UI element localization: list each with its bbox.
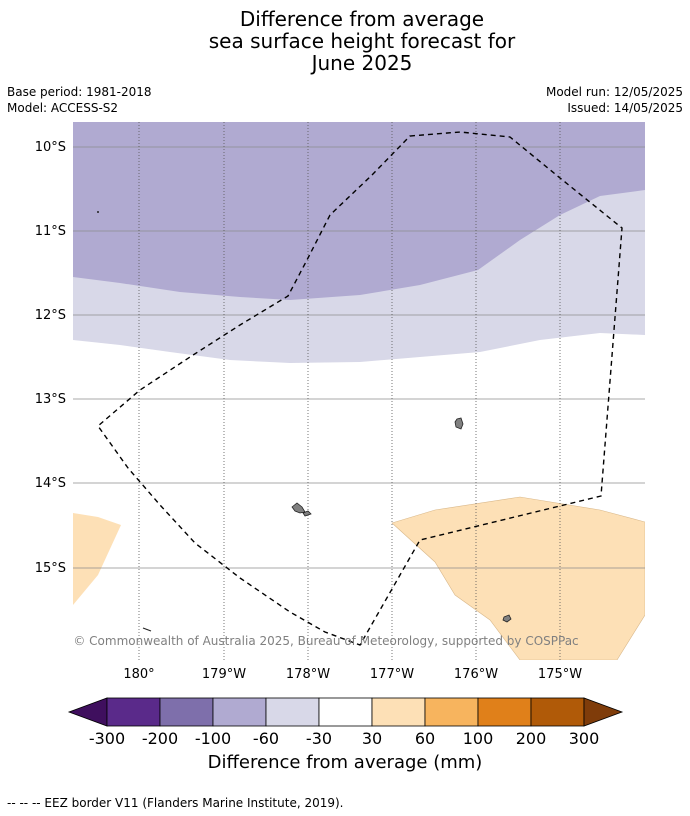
base-period: Base period: 1981-2018 <box>7 85 152 99</box>
colorbar-label: -100 <box>195 729 231 748</box>
colorbar-bin <box>424 697 479 727</box>
lon-axis-labels: 180° 179°W 178°W 177°W 176°W 175°W <box>123 667 582 682</box>
lat-label: 11°S <box>35 224 66 239</box>
island-wallis <box>454 417 464 430</box>
colorbar-bin <box>477 697 532 727</box>
issued-date: Issued: 14/05/2025 <box>567 101 683 115</box>
meta-right: Model run: 12/05/2025 Issued: 14/05/2025 <box>546 84 683 116</box>
colorbar-extend-high <box>583 697 624 727</box>
lon-label: 177°W <box>370 667 414 682</box>
chart-title: Difference from average sea surface heig… <box>0 8 690 74</box>
colorbar-bin <box>212 697 267 727</box>
gridlines <box>73 122 645 660</box>
colorbar-extend-low <box>67 697 108 727</box>
lat-label: 14°S <box>35 476 66 491</box>
lat-axis-labels: 10°S 11°S 12°S 13°S 14°S 15°S <box>35 140 66 576</box>
lat-label: 10°S <box>35 140 66 155</box>
colorbar-label: 300 <box>569 729 600 748</box>
meta-left: Base period: 1981-2018 Model: ACCESS-S2 <box>7 84 152 116</box>
model-run: Model run: 12/05/2025 <box>545 85 683 99</box>
eez-border <box>97 131 623 646</box>
model-name: Model: ACCESS-S2 <box>7 101 119 115</box>
island-east <box>502 614 512 623</box>
colorbar-label: -30 <box>306 729 332 748</box>
colorbar-label: -200 <box>142 729 178 748</box>
colorbar-bin <box>371 697 426 727</box>
anomaly-band-minus100-to-minus60 <box>73 122 645 300</box>
colorbar-bin <box>159 697 214 727</box>
colorbar: -300 -200 -100 -60 -30 30 60 100 200 300 <box>67 697 624 748</box>
lon-label: 178°W <box>286 667 330 682</box>
colorbar-bin <box>318 697 373 727</box>
lon-label: 175°W <box>538 667 582 682</box>
map-panel: © Commonwealth of Australia 2025, Bureau… <box>73 122 645 660</box>
colorbar-bin <box>530 697 585 727</box>
lon-label: 180° <box>123 667 154 682</box>
colorbar-label: -300 <box>89 729 125 748</box>
lat-label: 13°S <box>35 392 66 407</box>
colorbar-label: 200 <box>516 729 547 748</box>
anomaly-band-30-to-60-east <box>391 496 645 660</box>
island-alofi <box>302 510 312 517</box>
copyright-text: © Commonwealth of Australia 2025, Bureau… <box>73 634 578 648</box>
land-islands <box>97 211 512 632</box>
lat-label: 12°S <box>35 308 66 323</box>
title-line-3: June 2025 <box>311 51 413 75</box>
colorbar-label: -60 <box>253 729 279 748</box>
lat-label: 15°S <box>35 561 66 576</box>
island-north-speck <box>97 211 99 213</box>
lon-label: 179°W <box>202 667 246 682</box>
lon-label: 176°W <box>454 667 498 682</box>
colorbar-label: 100 <box>463 729 494 748</box>
colorbar-label: 30 <box>362 729 382 748</box>
colorbar-bin <box>265 697 320 727</box>
colorbar-label: 60 <box>415 729 435 748</box>
title-line-1: Difference from average <box>239 7 485 31</box>
colorbar-title: Difference from average (mm) <box>207 752 483 773</box>
colorbar-bin <box>106 697 161 727</box>
island-south-speck <box>142 627 152 632</box>
title-line-2: sea surface height forecast for <box>208 29 516 53</box>
anomaly-band-30-to-60-west <box>73 513 121 605</box>
eez-footnote: -- -- -- EEZ border V11 (Flanders Marine… <box>7 796 344 810</box>
